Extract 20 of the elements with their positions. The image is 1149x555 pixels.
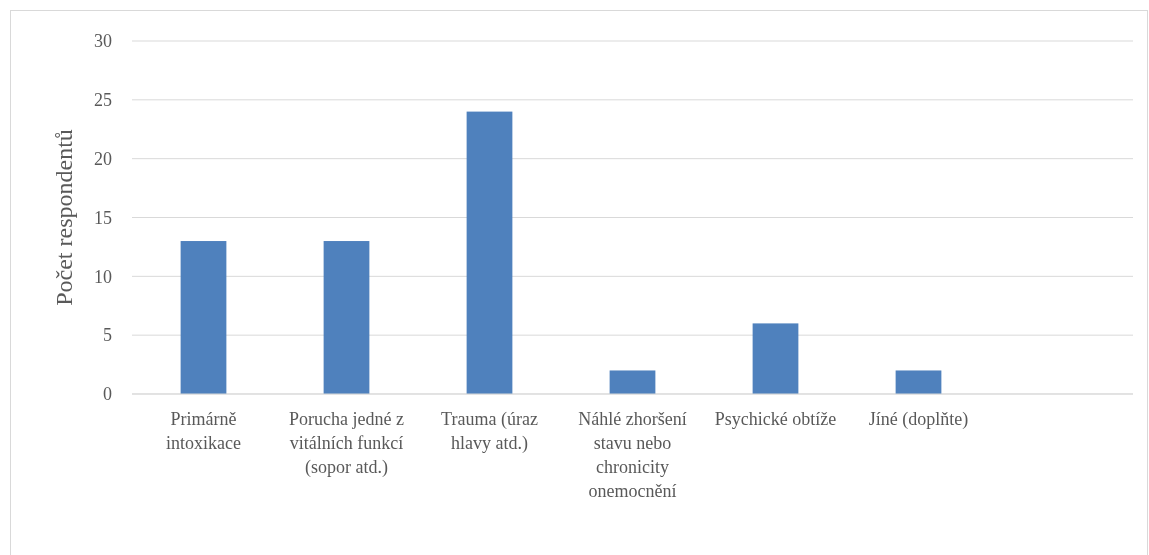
y-tick-label: 15 <box>94 207 112 228</box>
x-tick-label: Porucha jedné z vitálních funkcí (sopor atd.) <box>289 409 404 478</box>
x-tick-label: Psychické obtíže <box>714 409 837 429</box>
y-axis-title: Počet respondentů <box>51 129 77 306</box>
bar <box>180 241 227 394</box>
bar <box>752 323 799 394</box>
x-tick-label: Náhlé zhoršení stavu nebo chronicity onemocnění <box>578 409 687 501</box>
x-tick-label: Jíné (doplňte) <box>868 409 969 430</box>
y-tick-label: 5 <box>103 325 112 346</box>
y-tick-label: 0 <box>103 384 112 405</box>
y-tick-label: 25 <box>94 90 112 111</box>
bar <box>895 370 942 394</box>
y-tick-label: 10 <box>94 266 112 287</box>
x-tick-label: Primárně intoxikace <box>166 409 241 453</box>
y-tick-label: 30 <box>94 31 112 52</box>
bar <box>609 370 656 394</box>
x-tick-label: Trauma (úraz hlavy atd.) <box>441 409 538 454</box>
y-tick-label: 20 <box>94 148 112 169</box>
bar <box>466 111 513 394</box>
bar <box>323 241 370 394</box>
